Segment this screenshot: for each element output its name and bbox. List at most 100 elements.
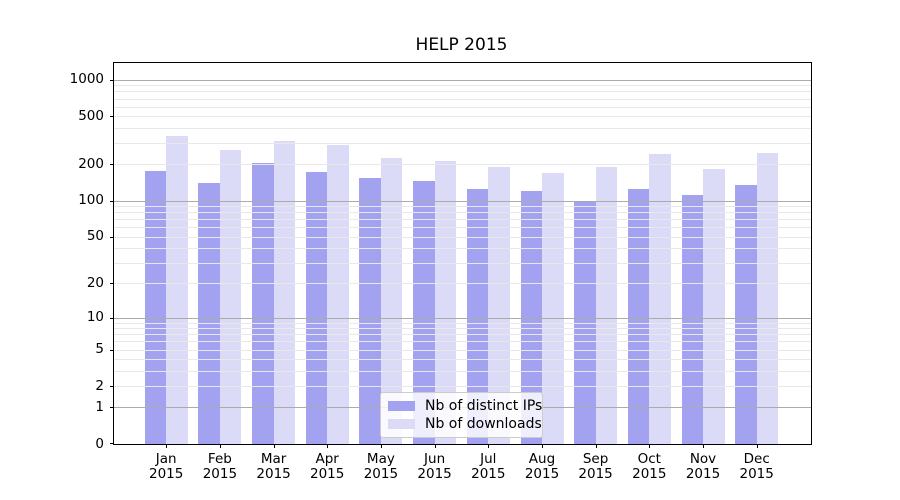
bar-downloads-oct [649,153,671,444]
bar-downloads-feb [219,149,242,444]
gridline-minor [114,212,811,214]
y-tick-label: 20 [86,274,104,291]
gridline-minor [114,164,811,166]
x-tick [273,444,275,448]
gridline-minor [114,248,811,250]
y-tick [110,236,114,238]
bar-downloads-dec [756,153,779,444]
bar-ips-jul [466,189,489,444]
y-tick [110,116,114,118]
y-tick [110,79,114,81]
gridline-minor [114,386,811,388]
x-tick [649,444,651,448]
y-tick-label: 2 [95,377,104,394]
x-tick [327,444,329,448]
gridline-minor [114,262,811,264]
bar-downloads-aug [542,173,564,444]
bar-downloads-jun [434,161,457,444]
y-tick [110,386,114,388]
legend-item-distinct-ips: Nb of distinct IPs [387,398,542,414]
x-tick [380,444,382,448]
bar-downloads-sep [595,167,618,444]
bar-downloads-jul [488,166,510,444]
y-tick [110,317,114,319]
legend: Nb of distinct IPs Nb of downloads [380,392,543,438]
bar-ips-feb [198,183,220,444]
gridline-minor [114,370,811,372]
y-tick-label: 500 [78,107,104,124]
gridline-minor [114,283,811,285]
y-tick-label: 1000 [69,71,104,88]
x-tick [219,444,221,448]
y-tick-label: 1 [95,398,104,415]
gridline-minor [114,359,811,361]
gridline-minor [114,334,811,336]
y-tick-label: 100 [78,192,104,209]
gridline-minor [114,341,811,343]
y-tick-label: 50 [86,228,104,245]
chart-title: HELP 2015 [415,35,508,55]
bar-ips-jan [144,171,167,444]
gridline-minor [114,219,811,221]
bar-ips-jun [413,180,435,444]
gridline-minor [114,206,811,208]
x-tick [542,444,543,448]
bar-ips-mar [252,162,274,444]
bar-ips-oct [627,188,650,444]
bar-downloads-mar [273,140,296,444]
x-tick-label: Jul 2015 [471,451,506,482]
x-tick-label: Mar 2015 [256,451,291,482]
legend-swatch-distinct-ips [388,400,415,411]
legend-item-downloads: Nb of downloads [387,416,542,432]
x-tick [434,444,436,448]
gridline-minor [114,85,811,87]
gridline-minor [114,91,811,93]
x-tick-label: Feb 2015 [202,451,238,482]
gridline-major [114,200,811,202]
y-tick [110,407,114,409]
gridline-minor [114,106,811,108]
y-tick-label: 0 [95,435,104,452]
x-tick [166,444,168,448]
bar-downloads-apr [327,144,349,444]
legend-label-distinct-ips: Nb of distinct IPs [425,397,543,414]
x-tick [756,444,758,448]
x-tick-label: Nov 2015 [685,451,721,482]
bar-ips-dec [735,185,757,444]
x-tick-label: Aug 2015 [524,451,560,482]
gridline-major [114,317,811,319]
x-tick [703,444,704,448]
y-tick-label: 5 [95,341,104,357]
gridline-major [114,79,811,81]
x-tick-label: Apr 2015 [310,451,345,482]
y-tick [110,164,114,166]
gridline-minor [114,143,811,144]
y-tick [110,200,114,202]
x-tick-label: Sep 2015 [578,451,613,482]
y-tick-label: 200 [78,155,104,172]
y-tick [110,349,114,351]
bar-downloads-nov [703,168,725,444]
x-tick-label: Oct 2015 [632,451,667,482]
gridline-minor [114,328,811,330]
gridline-minor [114,227,811,229]
bar-ips-may [359,177,381,444]
y-tick [110,283,114,285]
x-tick-label: Dec 2015 [739,451,774,482]
gridline-minor [114,116,811,118]
y-tick [110,443,114,444]
x-tick [488,444,490,448]
legend-label-downloads: Nb of downloads [425,416,542,433]
x-tick [595,444,597,448]
gridline-minor [114,236,811,238]
legend-swatch-downloads [388,419,415,430]
gridline-minor [114,349,811,351]
bar-ips-nov [681,194,703,444]
y-tick-label: 10 [86,309,104,325]
x-tick-label: Jan 2015 [149,451,184,482]
gridline-minor [114,98,811,100]
bar-downloads-may [380,158,403,444]
gridline-minor [114,322,811,324]
bar-ips-apr [305,172,328,444]
